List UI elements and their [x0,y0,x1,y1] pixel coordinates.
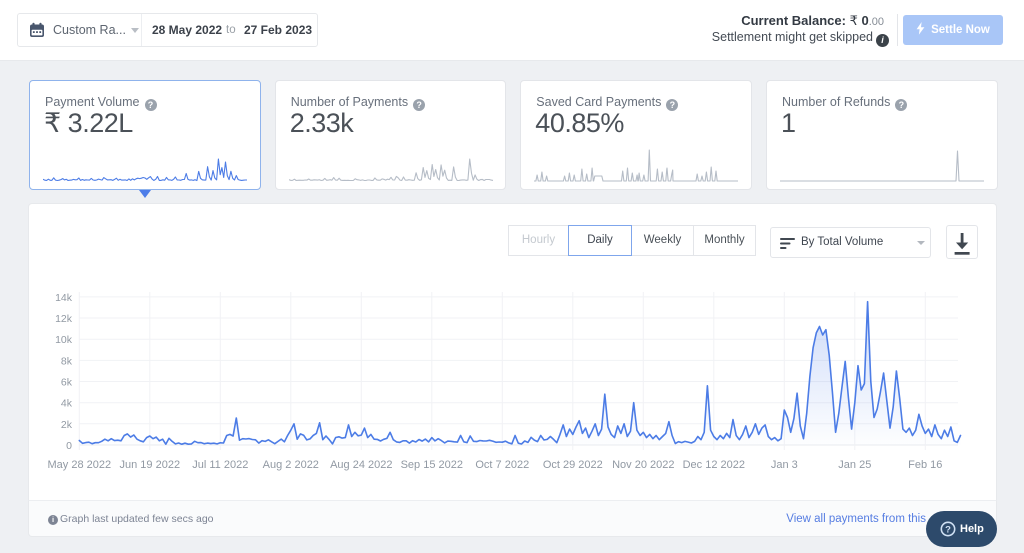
svg-text:12k: 12k [55,313,73,325]
svg-text:?: ? [945,524,951,535]
svg-text:10k: 10k [55,334,73,346]
svg-text:0: 0 [66,440,72,452]
svg-text:Aug 24 2022: Aug 24 2022 [330,459,392,471]
svg-text:Aug 2 2022: Aug 2 2022 [263,459,319,471]
svg-text:4k: 4k [61,398,73,410]
svg-text:Oct 7 2022: Oct 7 2022 [475,459,529,471]
svg-text:2k: 2k [61,419,73,431]
svg-text:6k: 6k [61,377,73,389]
svg-text:May 28 2022: May 28 2022 [47,459,111,471]
svg-text:Dec 12 2022: Dec 12 2022 [683,459,745,471]
svg-text:Feb 16: Feb 16 [908,459,942,471]
svg-text:Sep 15 2022: Sep 15 2022 [401,459,463,471]
svg-text:Jun 19 2022: Jun 19 2022 [120,459,181,471]
svg-text:Oct 29 2022: Oct 29 2022 [543,459,603,471]
svg-text:Jan 25: Jan 25 [838,459,871,471]
svg-text:Jan 3: Jan 3 [771,459,798,471]
svg-text:Nov 20 2022: Nov 20 2022 [612,459,674,471]
svg-text:8k: 8k [61,355,73,367]
svg-text:Jul 11 2022: Jul 11 2022 [192,459,248,471]
svg-text:14k: 14k [55,292,73,304]
